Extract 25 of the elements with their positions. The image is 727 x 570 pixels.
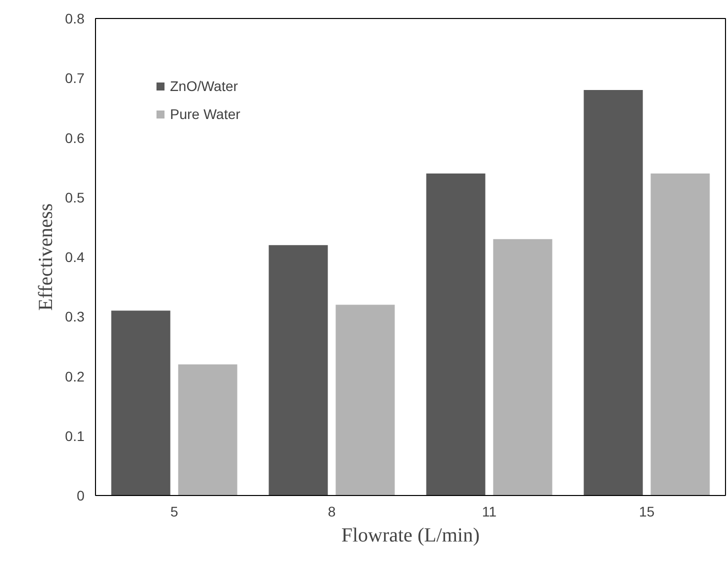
bar <box>584 90 643 496</box>
legend-label: Pure Water <box>170 106 240 122</box>
y-tick-label: 0.6 <box>65 130 85 146</box>
y-tick-label: 0.5 <box>65 189 85 206</box>
y-tick-label: 0.7 <box>65 70 85 86</box>
x-axis-title: Flowrate (L/min) <box>341 524 480 546</box>
x-tick-label: 11 <box>482 504 497 520</box>
bar <box>268 245 328 496</box>
y-axis-title: Effectiveness <box>35 203 58 311</box>
y-tick-label: 0.8 <box>65 10 85 26</box>
bar <box>178 364 238 496</box>
bar <box>493 239 552 496</box>
x-tick-label: 5 <box>170 504 178 520</box>
bar <box>111 310 170 496</box>
legend-label: ZnO/Water <box>170 78 238 94</box>
y-tick-label: 0.1 <box>65 428 85 444</box>
y-tick-label: 0.2 <box>65 368 85 384</box>
bar <box>650 174 710 496</box>
y-tick-label: 0.3 <box>65 308 85 325</box>
x-tick-label: 8 <box>328 504 336 520</box>
y-tick-label: 0.4 <box>65 249 85 265</box>
x-tick-label: 15 <box>638 504 655 520</box>
bar <box>336 304 395 496</box>
bar <box>426 174 486 496</box>
y-tick-label: 0 <box>76 488 85 504</box>
